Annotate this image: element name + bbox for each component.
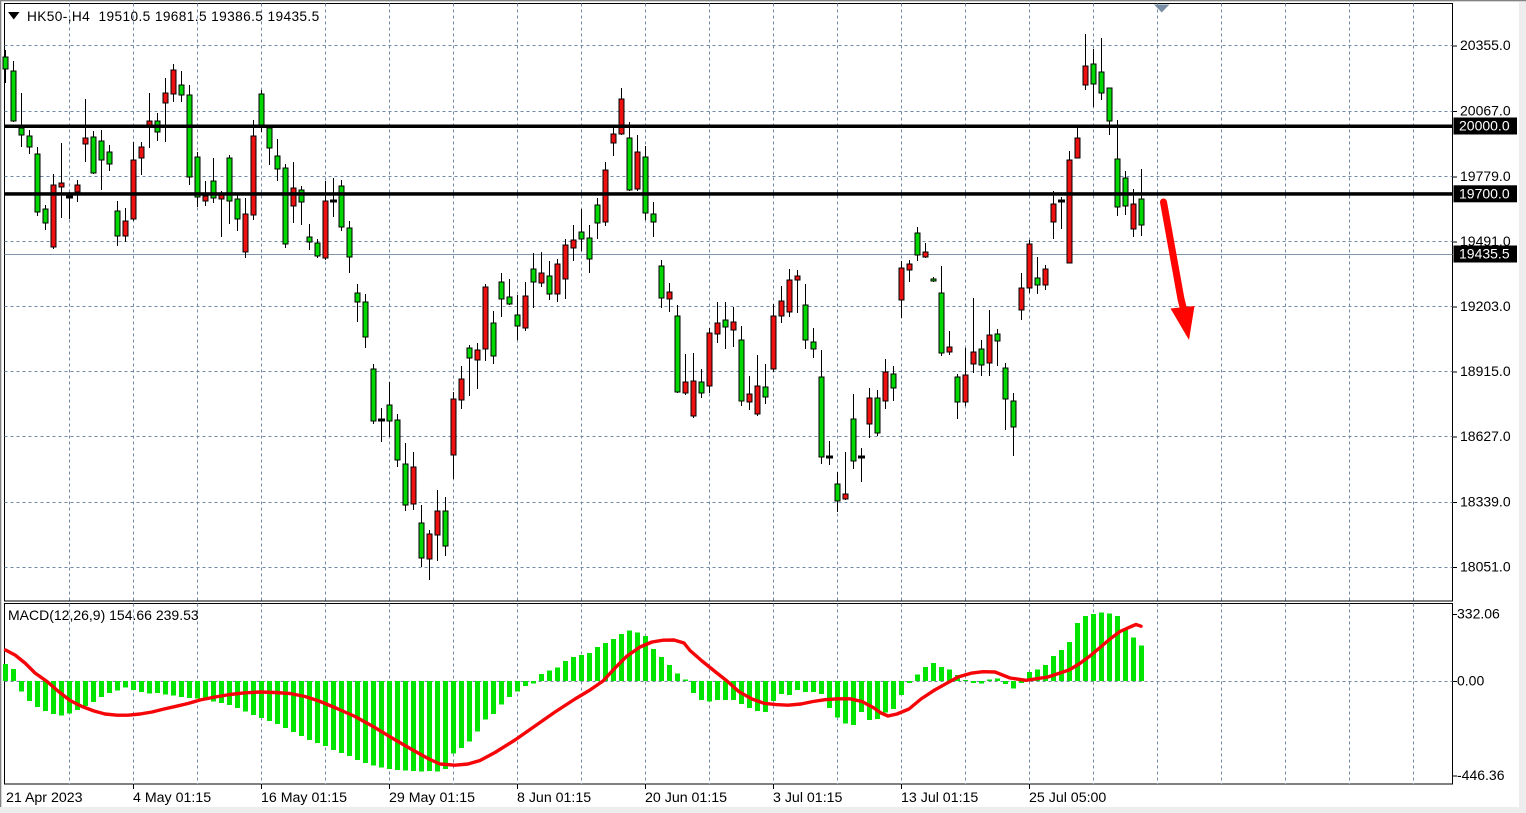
svg-text:19700.0: 19700.0 [1459, 186, 1510, 202]
svg-text:16 May 01:15: 16 May 01:15 [261, 790, 347, 806]
svg-text:20000.0: 20000.0 [1459, 118, 1510, 134]
svg-text:21 Apr 2023: 21 Apr 2023 [6, 790, 83, 806]
svg-text:19435.5: 19435.5 [1459, 246, 1510, 262]
svg-text:25 Jul 05:00: 25 Jul 05:00 [1029, 790, 1106, 806]
svg-text:MACD(12,26,9) 154.66 239.53: MACD(12,26,9) 154.66 239.53 [8, 607, 199, 623]
svg-text:19203.0: 19203.0 [1460, 298, 1511, 314]
svg-text:18915.0: 18915.0 [1460, 363, 1511, 379]
svg-text:19779.0: 19779.0 [1460, 168, 1511, 184]
svg-text:18339.0: 18339.0 [1460, 494, 1511, 510]
svg-text:18051.0: 18051.0 [1460, 559, 1511, 575]
svg-text:-446.36: -446.36 [1457, 767, 1505, 783]
svg-text:HK50-,H4 19510.5 19681.5 1938: HK50-,H4 19510.5 19681.5 19386.5 19435.5 [27, 9, 320, 24]
svg-text:18627.0: 18627.0 [1460, 428, 1511, 444]
svg-text:332.06: 332.06 [1457, 606, 1500, 622]
svg-text:4 May 01:15: 4 May 01:15 [133, 790, 211, 806]
svg-text:20355.0: 20355.0 [1460, 37, 1511, 53]
svg-text:8 Jun 01:15: 8 Jun 01:15 [517, 790, 591, 806]
svg-text:13 Jul 01:15: 13 Jul 01:15 [901, 790, 978, 806]
svg-text:3 Jul 01:15: 3 Jul 01:15 [773, 790, 843, 806]
svg-text:20067.0: 20067.0 [1460, 103, 1511, 119]
svg-text:0.00: 0.00 [1457, 673, 1484, 689]
svg-text:19491.0: 19491.0 [1460, 233, 1511, 249]
svg-text:20 Jun 01:15: 20 Jun 01:15 [645, 790, 727, 806]
svg-text:29 May 01:15: 29 May 01:15 [389, 790, 475, 806]
